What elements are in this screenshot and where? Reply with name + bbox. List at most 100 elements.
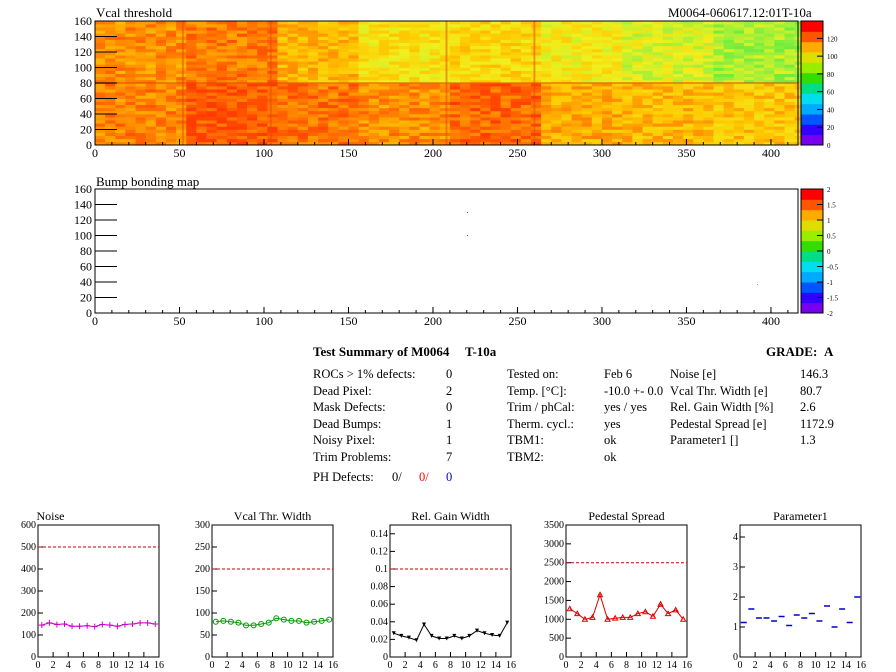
map2-palette: -2 -1.5 -1 -0.5 0 0.5 1 1.5 2: [800, 186, 839, 318]
sum-left-label-5: Trim Problems:: [313, 449, 392, 464]
sum-left-label-1: Dead Pixel:: [313, 383, 372, 398]
chart-0-point-11: [121, 621, 128, 628]
grade-value: A: [824, 344, 834, 359]
map1-xtick-0: 0: [92, 146, 98, 160]
chart-4-xtick-2: 2: [753, 660, 758, 671]
map2-ytick-100: 100: [74, 229, 92, 243]
map2-ytick-40: 40: [80, 275, 92, 289]
map1-ytick-80: 80: [80, 76, 92, 90]
chart-3-point-14: [672, 606, 680, 613]
chart-0-ytick-0: 0: [31, 652, 36, 663]
sum-left-value-0: 0: [446, 367, 453, 381]
chart-1-xtick-6: 6: [255, 660, 260, 671]
chart-0-point-9: [106, 622, 113, 629]
chart-0-point-0: [38, 622, 45, 629]
chart-1-ytick-200: 200: [195, 564, 210, 575]
chart-4-xtick-12: 12: [826, 660, 836, 671]
sum-right-value-0: 146.3: [800, 367, 829, 381]
map1-ytick-0: 0: [86, 138, 92, 152]
summary-title: Test Summary of M0064: [313, 344, 450, 359]
chart-0-point-8: [99, 621, 106, 628]
sum-left-value-3: 1: [446, 416, 453, 431]
chart-2-ytick-0.12: 0.12: [371, 546, 389, 557]
chart-0-point-7: [91, 623, 98, 630]
map2-xtick-0: 0: [92, 314, 98, 325]
map1-xtick-150: 150: [339, 146, 357, 160]
map2-xtick-50: 50: [173, 314, 185, 325]
map2-ytick-80: 80: [80, 244, 92, 258]
chart-4-xtick-8: 8: [798, 660, 803, 671]
chart-4-xtick-6: 6: [783, 660, 788, 671]
map2-xtick-300: 300: [593, 314, 611, 325]
chart-2-point-13: [490, 633, 495, 637]
map1-palette: 0 20 40 60 80 100 120: [800, 20, 838, 150]
map1-ytick-160: 160: [74, 14, 92, 28]
chart-4-ytick-1: 1: [733, 622, 738, 633]
chart-0-series: [41, 622, 156, 628]
chart-1-xtick-16: 16: [328, 660, 338, 671]
chart-1-xtick-12: 12: [298, 660, 308, 671]
chart-2-xtick-12: 12: [476, 660, 486, 671]
bump-marker: [467, 212, 468, 213]
chart-3-point-3: [589, 613, 596, 620]
chart-3-xtick-10: 10: [637, 660, 647, 671]
ph-value-3: 0: [446, 470, 453, 484]
chart-3-point-13: [664, 610, 672, 617]
chart-2-point-14: [497, 633, 502, 638]
chart-0-xtick-8: 8: [96, 660, 101, 671]
chart-1-frame: [211, 524, 334, 658]
chart-4-title: Parameter1: [773, 509, 828, 523]
map1-palette-tick-4: 80: [827, 71, 835, 79]
map1-xtick-350: 350: [677, 146, 695, 160]
chart-1-point-15: [326, 616, 333, 623]
sum-right-value-4: 1.3: [800, 433, 816, 447]
chart-3-point-2: [581, 615, 589, 622]
map2-ytick-120: 120: [74, 213, 92, 227]
map2-palette-tick-3: -0.5: [827, 264, 839, 272]
chart-0-point-3: [61, 621, 68, 627]
chart-3-point-5: [604, 615, 611, 622]
map2-xtick-350: 350: [677, 314, 695, 325]
chart-0-point-1: [46, 619, 53, 626]
chart-0-ytick-200: 200: [21, 608, 36, 619]
chart-2-ytick-0.14: 0.14: [371, 529, 389, 540]
sum-mid-value-5: ok: [604, 449, 617, 464]
chart-0-ytick-400: 400: [21, 564, 36, 575]
chart-1-point-9: [280, 616, 287, 623]
sum-left-label-4: Noisy Pixel:: [313, 433, 376, 447]
map1-ytick-60: 60: [80, 92, 92, 106]
chart-2-title: Rel. Gain Width: [411, 509, 489, 523]
chart-3-ytick-0: 0: [559, 652, 564, 663]
chart-3-xtick-8: 8: [624, 660, 629, 671]
sum-mid-value-3: yes: [604, 416, 621, 431]
dead-bump-marker: [467, 235, 468, 236]
chart-1-point-12: [303, 619, 310, 626]
sum-right-label-4: Parameter1 []: [670, 433, 739, 447]
chart-3-point-0: [566, 605, 574, 612]
map1-palette-tick-5: 100: [827, 53, 838, 61]
chart-2-point-2: [406, 635, 411, 640]
chart-1-point-6: [258, 621, 265, 627]
map1-xtick-400: 400: [762, 146, 780, 160]
map1-title: Vcal threshold: [96, 5, 173, 20]
map1-ytick-120: 120: [74, 45, 92, 59]
chart-3-ytick-2500: 2500: [544, 558, 564, 569]
chart-2-point-10: [467, 633, 472, 638]
chart-3-ytick-500: 500: [549, 633, 564, 644]
chart-2-point-15: [505, 620, 510, 625]
chart-0-xtick-4: 4: [66, 660, 71, 671]
map2-xtick-200: 200: [424, 314, 442, 325]
map1-xtick-250: 250: [508, 146, 526, 160]
chart-0-xtick-6: 6: [81, 660, 86, 671]
chart-4-xtick-4: 4: [768, 660, 773, 671]
chart-0-ytick-300: 300: [21, 586, 36, 597]
chart-3-ytick-3000: 3000: [544, 539, 564, 550]
chart-3-point-10: [642, 608, 649, 615]
chart-2-xtick-10: 10: [461, 660, 471, 671]
chart-2-xtick-0: 0: [388, 660, 393, 671]
chart-3-point-1: [573, 610, 581, 617]
map2-ytick-160: 160: [74, 182, 92, 196]
